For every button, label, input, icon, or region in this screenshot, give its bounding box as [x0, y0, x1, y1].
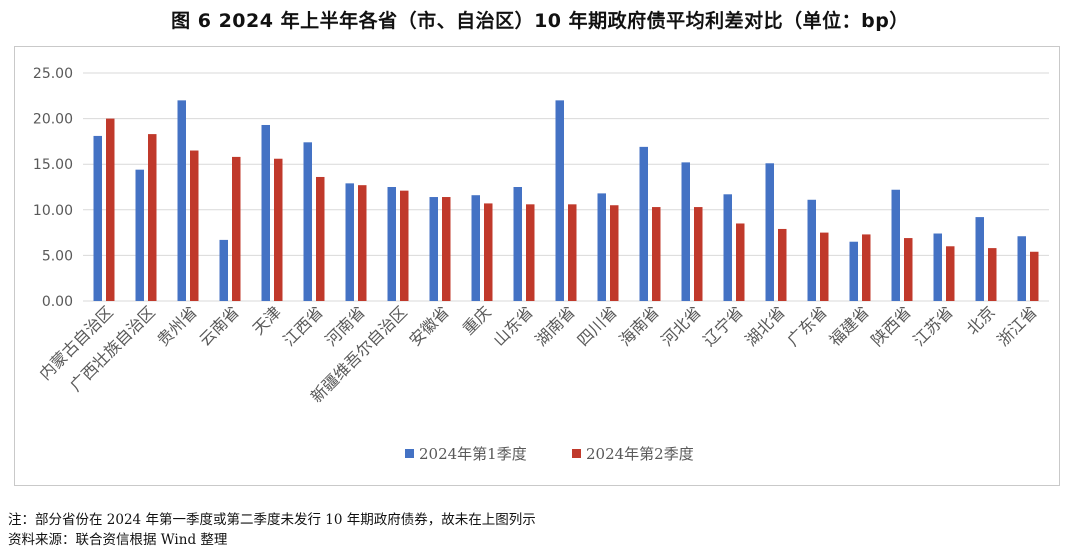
- bar-q2: [106, 118, 115, 301]
- x-tick-label: 海南省: [615, 302, 662, 349]
- x-tick-label: 福建省: [825, 302, 872, 349]
- bar-q2: [316, 176, 325, 301]
- bar-q1: [975, 217, 984, 301]
- bar-q2: [820, 232, 829, 301]
- x-tick-label: 江苏省: [909, 302, 956, 349]
- bar-q1: [387, 187, 396, 301]
- bar-q2: [904, 238, 913, 301]
- bar-q1: [513, 187, 522, 301]
- bar-chart: 0.005.0010.0015.0020.0025.00内蒙古自治区广西壮族自治…: [33, 66, 1049, 463]
- bar-q1: [471, 195, 480, 301]
- bar-q1: [345, 183, 354, 301]
- legend-q2-swatch: [572, 449, 581, 458]
- bar-q1: [807, 199, 816, 301]
- bar-q2: [232, 156, 241, 301]
- bar-q1: [135, 169, 144, 301]
- bar-q1: [177, 100, 186, 301]
- bar-q2: [400, 190, 409, 301]
- bar-q1: [849, 241, 858, 301]
- bar-q2: [946, 246, 955, 301]
- bar-q2: [736, 223, 745, 301]
- x-tick-label: 广东省: [783, 302, 830, 349]
- bar-q2: [1030, 251, 1039, 301]
- bar-q2: [442, 197, 451, 301]
- bar-q2: [568, 204, 577, 301]
- x-tick-label: 山东省: [489, 302, 536, 349]
- x-tick-label: 陕西省: [867, 302, 914, 349]
- x-tick-label: 重庆: [459, 302, 495, 338]
- bar-q1: [891, 189, 900, 301]
- x-tick-label: 辽宁省: [699, 302, 746, 349]
- x-tick-label: 江西省: [279, 302, 326, 349]
- bar-q2: [484, 203, 493, 301]
- bar-q2: [694, 207, 703, 301]
- y-tick-label: 0.00: [42, 294, 73, 310]
- y-tick-label: 5.00: [42, 248, 73, 264]
- x-tick-label: 贵州省: [153, 302, 200, 349]
- x-tick-label: 云南省: [195, 302, 242, 349]
- bar-q1: [933, 233, 942, 301]
- bar-q2: [358, 185, 367, 301]
- bar-q1: [219, 239, 228, 301]
- x-tick-label: 四川省: [573, 302, 620, 349]
- bar-q2: [190, 150, 199, 301]
- y-tick-label: 10.00: [33, 203, 73, 219]
- bar-q2: [526, 204, 535, 301]
- bar-q1: [723, 194, 732, 301]
- x-tick-label: 湖北省: [741, 302, 788, 349]
- bar-q1: [597, 193, 606, 301]
- y-tick-label: 15.00: [33, 157, 73, 173]
- bar-q2: [610, 205, 619, 301]
- x-tick-label: 浙江省: [993, 302, 1040, 349]
- x-tick-label: 天津: [249, 302, 285, 338]
- chart-frame: 0.00 5.00 10.00 15.00 20.00 25.00 内蒙古自治区 广西壮族自治…: [14, 46, 1060, 486]
- x-tick-label: 安徽省: [405, 302, 452, 349]
- bar-q1: [1017, 236, 1026, 301]
- bar-q1: [93, 135, 102, 301]
- bar-q2: [862, 234, 871, 301]
- bar-q2: [148, 134, 157, 301]
- bar-q2: [778, 228, 787, 301]
- x-tick-label: 北京: [963, 302, 999, 338]
- bar-q1: [639, 146, 648, 301]
- bar-q2: [652, 207, 661, 301]
- bar-q1: [681, 162, 690, 301]
- bar-q1: [303, 142, 312, 301]
- legend-q1-swatch: [405, 449, 414, 458]
- y-tick-label: 25.00: [33, 66, 73, 82]
- x-tick-label: 河北省: [657, 302, 704, 349]
- footnote: 注：部分省份在 2024 年第一季度或第二季度未发行 10 年期政府债券，故未在…: [8, 512, 536, 528]
- bar-q2: [988, 248, 997, 301]
- legend-q1-label: 2024年第1季度: [419, 445, 527, 463]
- bar-q1: [261, 124, 270, 301]
- bar-q2: [274, 158, 283, 301]
- legend-q2-label: 2024年第2季度: [586, 445, 694, 463]
- x-tick-label: 湖南省: [531, 302, 578, 349]
- y-tick-label: 20.00: [33, 112, 73, 128]
- bar-q1: [429, 197, 438, 301]
- chart-title: 图 6 2024 年上半年各省（市、自治区）10 年期政府债平均利差对比（单位：…: [171, 10, 909, 32]
- source-note: 资料来源：联合资信根据 Wind 整理: [8, 532, 228, 548]
- bar-q1: [765, 163, 774, 301]
- bar-q1: [555, 100, 564, 301]
